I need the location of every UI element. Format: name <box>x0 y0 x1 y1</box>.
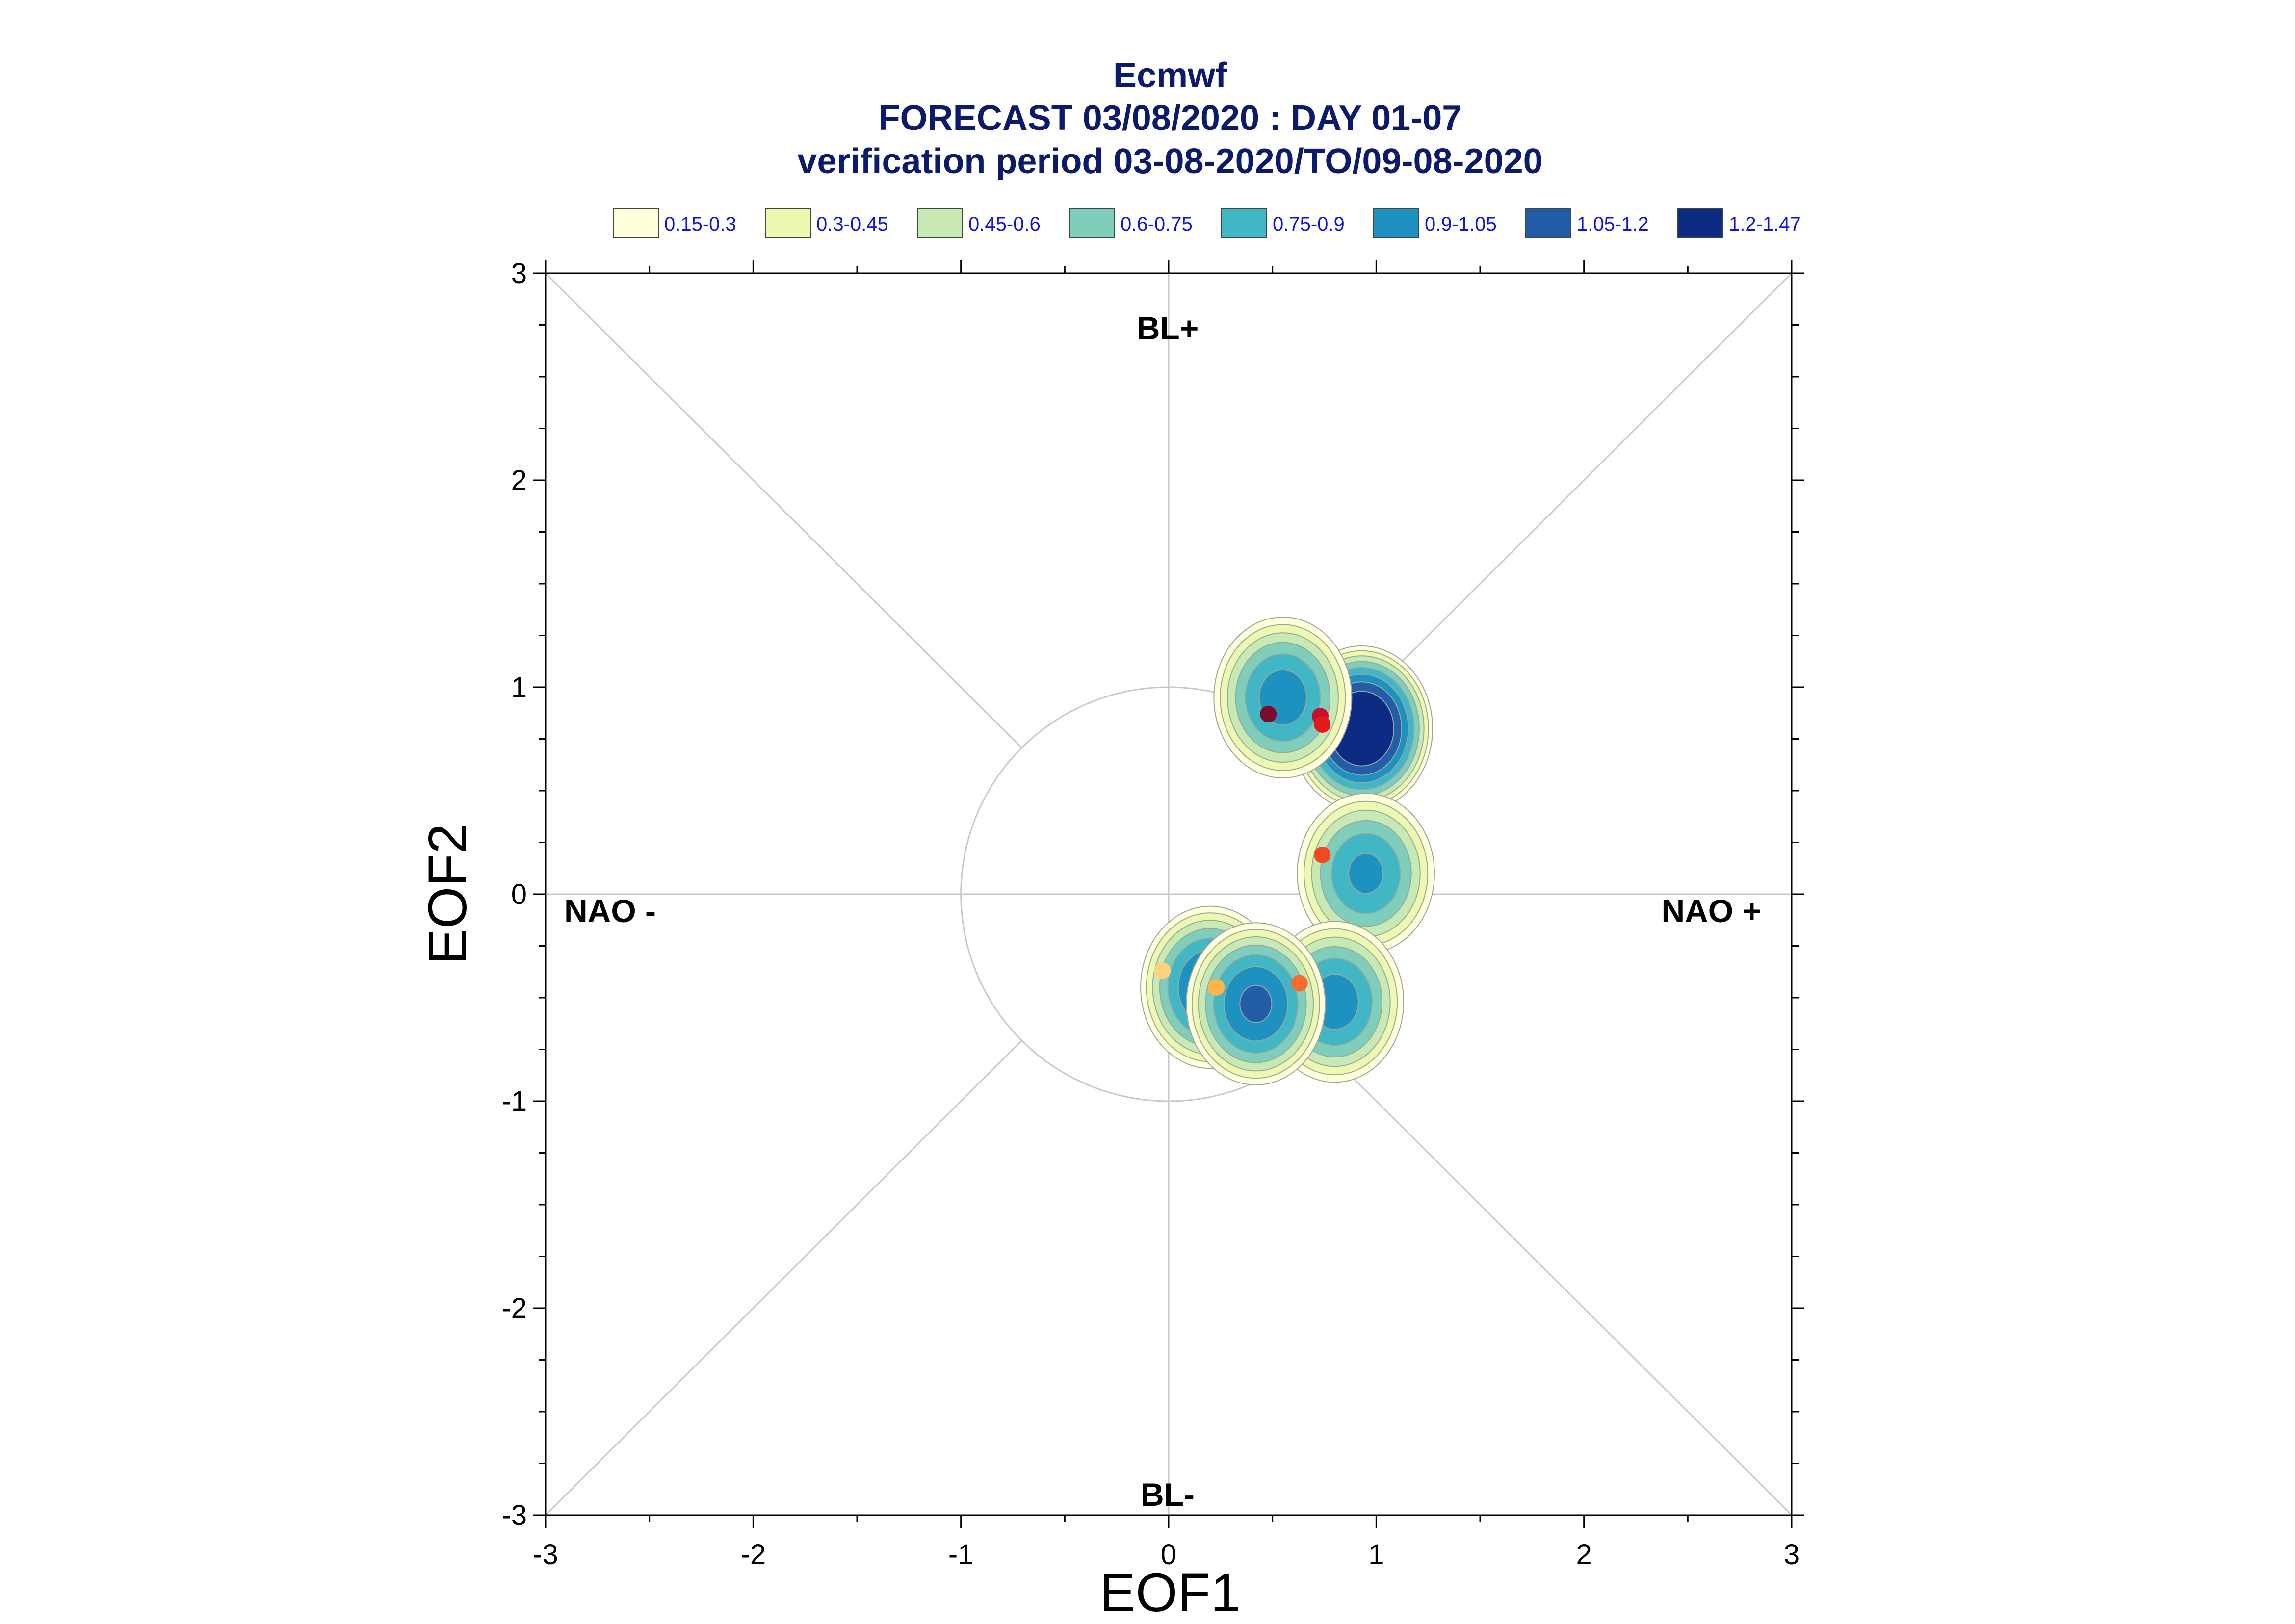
guide-lines <box>545 272 1793 1516</box>
diagonal-line-1 <box>545 272 1022 748</box>
daily-points <box>1154 705 1331 996</box>
y-tick-label: 0 <box>511 878 527 910</box>
x-tick-label: 3 <box>1784 1539 1799 1571</box>
x-tick-label: -1 <box>948 1539 974 1571</box>
daily-point-5 <box>1291 975 1308 992</box>
daily-point-6 <box>1208 979 1225 996</box>
daily-point-3 <box>1314 716 1331 733</box>
legend-label-5: 0.9-1.05 <box>1425 213 1497 235</box>
legend-label-7: 1.2-1.47 <box>1729 213 1801 235</box>
legend-label-3: 0.6-0.75 <box>1121 213 1193 235</box>
y-tick-label: 3 <box>511 258 527 289</box>
legend-swatch-3 <box>1069 208 1115 238</box>
x-axis-title: EOF1 <box>1099 1563 1240 1623</box>
regime-label-nao-minus: NAO - <box>564 893 656 929</box>
y-tick-label: 2 <box>511 464 527 496</box>
legend-swatch-4 <box>1221 208 1267 238</box>
regime-label-nao-plus: NAO + <box>1661 893 1761 929</box>
regime-label-bl-minus: BL- <box>1141 1476 1195 1513</box>
density-contour-2-5 <box>1348 853 1384 894</box>
x-tick-label: 1 <box>1368 1539 1384 1571</box>
density-contour-5-6 <box>1239 984 1273 1023</box>
legend-swatch-0 <box>613 208 659 238</box>
x-tick-label: -2 <box>741 1539 766 1571</box>
legend-swatch-6 <box>1525 208 1571 238</box>
y-axis-ticks: -3 -2 -1 0 1 2 3 <box>501 258 1804 1531</box>
legend-swatch-2 <box>917 208 963 238</box>
x-tick-label: 0 <box>1161 1539 1176 1571</box>
legend-swatch-5 <box>1373 208 1419 238</box>
chart-subtitle: FORECAST 03/08/2020 : DAY 01-07 <box>879 99 1462 138</box>
x-tick-label: -3 <box>533 1539 558 1571</box>
daily-point-1 <box>1260 705 1277 722</box>
y-tick-label: -1 <box>501 1085 527 1117</box>
x-tick-label: 2 <box>1576 1539 1592 1571</box>
y-tick-label: -2 <box>501 1292 527 1324</box>
legend-label-6: 1.05-1.2 <box>1577 213 1649 235</box>
chart-period: verification period 03-08-2020/TO/09-08-… <box>797 142 1542 181</box>
diagonal-line-3 <box>1315 1040 1793 1516</box>
legend-swatch-7 <box>1677 208 1723 238</box>
legend-label-1: 0.3-0.45 <box>816 213 888 235</box>
diagonal-line-2 <box>545 1040 1022 1516</box>
daily-point-4 <box>1314 846 1331 863</box>
chart-title: Ecmwf <box>1113 56 1227 95</box>
x-axis-ticks: -3 -2 -1 0 1 2 3 <box>533 260 1799 1571</box>
density-contours <box>1140 617 1435 1085</box>
legend-label-4: 0.75-0.9 <box>1273 213 1345 235</box>
y-tick-label: -3 <box>501 1499 527 1531</box>
legend-swatch-1 <box>765 208 811 238</box>
legend: 0.15-0.3 0.3-0.45 0.45-0.6 0.6-0.75 0.75-0.9… <box>613 208 1801 238</box>
y-tick-label: 1 <box>511 671 527 703</box>
regime-label-bl-plus: BL+ <box>1137 310 1199 346</box>
daily-point-7 <box>1154 962 1171 980</box>
legend-label-0: 0.15-0.3 <box>664 213 736 235</box>
y-axis-title: EOF2 <box>417 824 478 964</box>
legend-label-2: 0.45-0.6 <box>968 213 1041 235</box>
